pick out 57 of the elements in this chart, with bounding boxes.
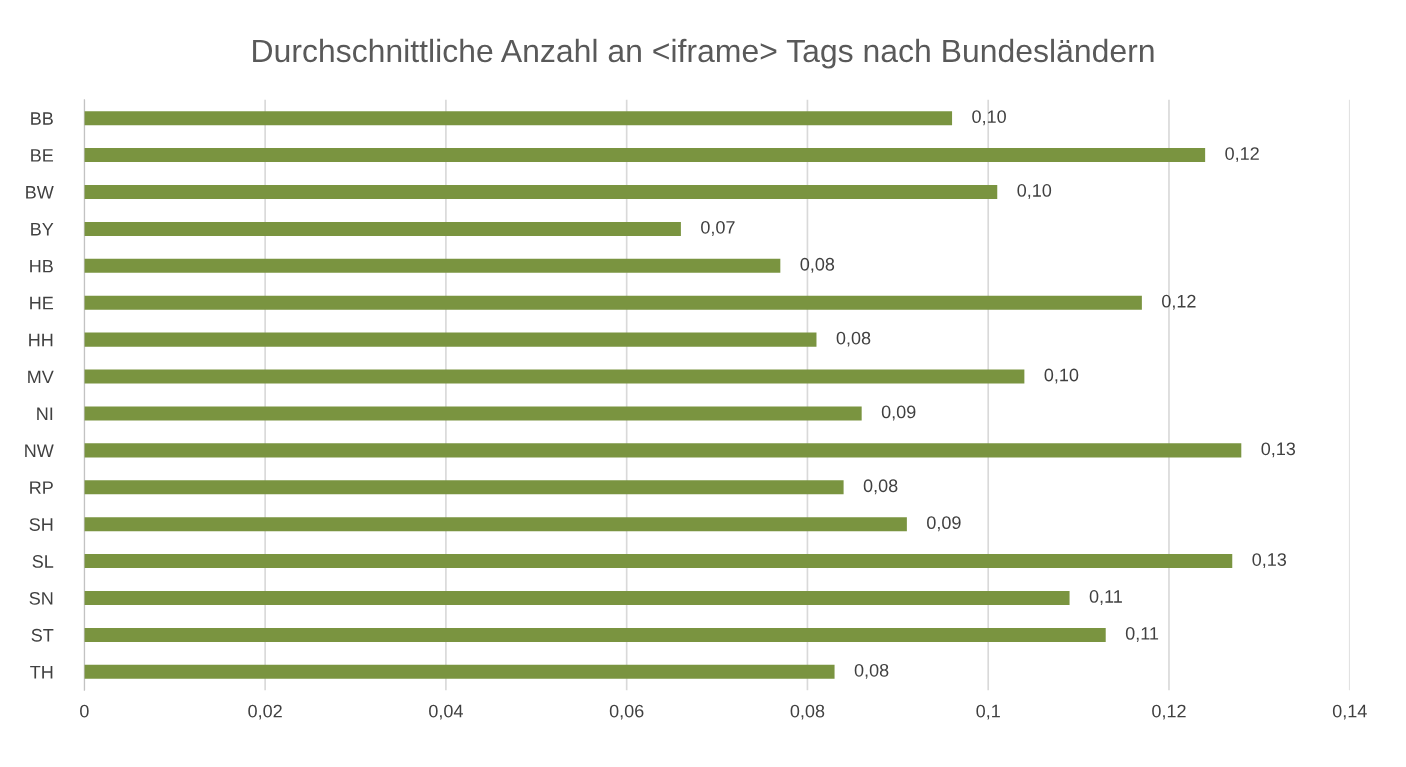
- y-tick-label: SN: [29, 591, 53, 605]
- y-tick-label: MV: [28, 370, 54, 384]
- x-tick-label: 0,08: [790, 704, 825, 720]
- bar: [84, 480, 844, 495]
- bar: [84, 443, 1242, 458]
- bar: [84, 591, 1070, 606]
- y-tick-label: BB: [31, 112, 53, 125]
- bar: [84, 221, 681, 236]
- bar: [84, 184, 998, 199]
- y-tick-label: BY: [31, 223, 54, 236]
- y-tick-label: NI: [37, 407, 53, 420]
- data-label: 0,08: [863, 479, 898, 495]
- data-label: 0,12: [1162, 294, 1196, 310]
- y-tick-label: HH: [29, 333, 53, 347]
- x-tick-label: 0,1: [976, 704, 1000, 720]
- data-label: 0,08: [836, 331, 871, 347]
- y-tick-label: SL: [32, 555, 54, 568]
- bar: [84, 295, 1142, 310]
- x-tick-label: 0,02: [248, 704, 282, 720]
- bar: [84, 111, 953, 126]
- data-label: 0,08: [854, 663, 889, 679]
- y-tick-label: SH: [29, 518, 53, 531]
- x-tick-label: 0,14: [1332, 704, 1367, 720]
- y-tick-label: BE: [31, 149, 54, 162]
- y-tick-label: BW: [26, 186, 54, 199]
- bar: [84, 332, 817, 347]
- x-tick-label: 0: [80, 704, 89, 718]
- data-label: 0,10: [1017, 184, 1052, 199]
- x-tick-label: 0,12: [1152, 704, 1186, 720]
- bar: [84, 258, 781, 273]
- bar: [84, 517, 907, 532]
- data-label: 0,10: [972, 110, 1006, 126]
- data-label: 0,08: [800, 257, 835, 273]
- y-tick-label: HE: [30, 296, 54, 310]
- data-label: 0,07: [701, 220, 735, 236]
- y-tick-label: RP: [30, 481, 53, 494]
- y-tick-label: ST: [31, 628, 54, 642]
- bar: [84, 406, 862, 421]
- y-tick-label: TH: [30, 665, 53, 679]
- data-label: 0,10: [1044, 368, 1079, 384]
- bar: [84, 664, 835, 679]
- y-tick-label: NW: [25, 444, 54, 457]
- x-tick-label: 0,04: [429, 704, 463, 720]
- bar: [84, 554, 1233, 569]
- data-label: 0,13: [1252, 553, 1287, 569]
- data-label: 0,13: [1261, 442, 1296, 458]
- y-tick-label: HB: [30, 259, 53, 273]
- bar: [84, 148, 1206, 163]
- data-label: 0,09: [927, 516, 961, 532]
- data-label: 0,12: [1225, 147, 1259, 163]
- bar: [84, 627, 1106, 642]
- data-label: 0,11: [1089, 590, 1122, 605]
- bar: [84, 369, 1025, 384]
- data-label: 0,09: [881, 405, 916, 421]
- data-label: 0,11: [1125, 626, 1159, 642]
- x-tick-label: 0,06: [609, 704, 644, 720]
- chart-title: Durchschnittliche Anzahl an <iframe> Tags nach Bundesländern: [253, 38, 1154, 69]
